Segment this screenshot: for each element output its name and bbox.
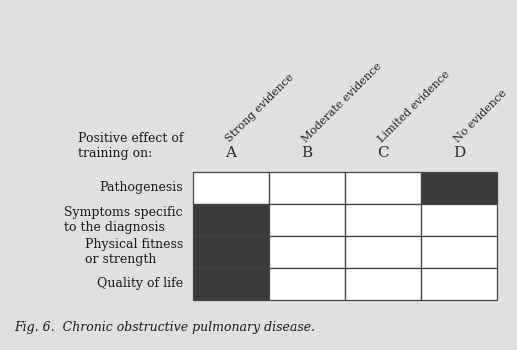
Bar bbox=[421, 268, 497, 300]
Text: Pathogenesis: Pathogenesis bbox=[99, 182, 183, 195]
Text: B: B bbox=[301, 146, 313, 160]
Text: No evidence: No evidence bbox=[452, 88, 508, 144]
Bar bbox=[269, 236, 345, 268]
Text: A: A bbox=[225, 146, 236, 160]
Text: C: C bbox=[377, 146, 389, 160]
Text: Strong evidence: Strong evidence bbox=[224, 72, 296, 144]
Bar bbox=[421, 204, 497, 236]
Bar bbox=[193, 204, 269, 236]
Bar bbox=[193, 268, 269, 300]
Bar bbox=[269, 172, 345, 204]
Text: Physical fitness
or strength: Physical fitness or strength bbox=[85, 238, 183, 266]
Bar bbox=[193, 172, 269, 204]
Text: Quality of life: Quality of life bbox=[97, 278, 183, 290]
Text: D: D bbox=[453, 146, 465, 160]
Bar bbox=[421, 236, 497, 268]
Text: Limited evidence: Limited evidence bbox=[376, 69, 451, 144]
Text: Symptoms specific
to the diagnosis: Symptoms specific to the diagnosis bbox=[65, 206, 183, 234]
Bar bbox=[345, 236, 421, 268]
Bar bbox=[269, 268, 345, 300]
Bar bbox=[421, 172, 497, 204]
Bar bbox=[345, 172, 421, 204]
Bar bbox=[345, 268, 421, 300]
Bar bbox=[345, 204, 421, 236]
Text: Positive effect of
training on:: Positive effect of training on: bbox=[78, 132, 183, 160]
Bar bbox=[193, 236, 269, 268]
Bar bbox=[269, 204, 345, 236]
Text: Moderate evidence: Moderate evidence bbox=[300, 61, 383, 144]
Text: Fig. 6.  Chronic obstructive pulmonary disease.: Fig. 6. Chronic obstructive pulmonary di… bbox=[14, 321, 315, 334]
